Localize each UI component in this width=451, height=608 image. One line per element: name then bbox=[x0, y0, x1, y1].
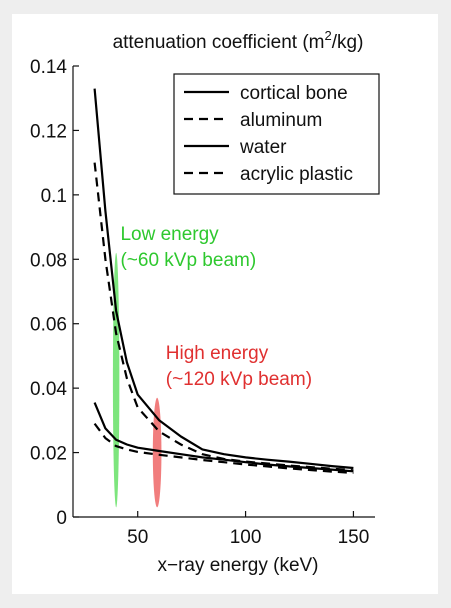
low-energy-band-label: Low energy bbox=[120, 224, 219, 245]
y-tick-label: 0.02 bbox=[30, 444, 67, 465]
y-tick-label: 0.08 bbox=[30, 250, 67, 271]
y-tick-label: 0.06 bbox=[30, 315, 67, 336]
legend-label: cortical bone bbox=[240, 83, 348, 104]
legend-label: acrylic plastic bbox=[240, 164, 353, 185]
x-tick-label: 50 bbox=[127, 527, 148, 548]
series-line-acrylic-plastic bbox=[93, 422, 354, 474]
high-energy-band-label: (~120 kVp beam) bbox=[166, 369, 312, 390]
y-tick-label: 0 bbox=[56, 508, 67, 529]
bands-layer bbox=[112, 252, 162, 508]
series-layer bbox=[93, 88, 354, 474]
y-tick-label: 0.04 bbox=[30, 379, 67, 400]
x-tick-label: 100 bbox=[230, 527, 262, 548]
y-tick-label: 0.12 bbox=[30, 121, 67, 142]
series-line-water bbox=[93, 402, 354, 473]
low-energy-band-label: (~60 kVp beam) bbox=[120, 250, 256, 271]
high-energy-band-label: High energy bbox=[166, 343, 269, 364]
legend: cortical bone aluminum water acrylic plasti… bbox=[173, 73, 380, 195]
legend-label: water bbox=[239, 137, 287, 158]
legend-label: aluminum bbox=[240, 110, 322, 131]
series-line-cortical-bone bbox=[93, 88, 354, 470]
x-axis-title: x−ray energy (keV) bbox=[157, 555, 318, 576]
y-tick-label: 0.1 bbox=[41, 186, 67, 207]
chart-title-unit-suffix: /kg) bbox=[332, 32, 364, 53]
x-tick-label: 150 bbox=[338, 527, 370, 548]
chart-title-superscript: 2 bbox=[325, 28, 332, 43]
chart-title: attenuation coefficient (m2/kg) bbox=[113, 28, 364, 53]
chart-title-main: attenuation coefficient (m bbox=[113, 32, 325, 53]
annotations-layer: Low energy (~60 kVp beam) High energy (~120… bbox=[120, 224, 312, 390]
y-tick-label: 0.14 bbox=[30, 57, 67, 78]
legend-box bbox=[173, 73, 380, 195]
axes-layer bbox=[72, 66, 375, 518]
series-line-aluminum bbox=[93, 162, 354, 472]
ticks-layer: 0 0.02 0.04 0.06 0.08 0.1 0.12 0.14 50 100 150 bbox=[30, 57, 369, 548]
